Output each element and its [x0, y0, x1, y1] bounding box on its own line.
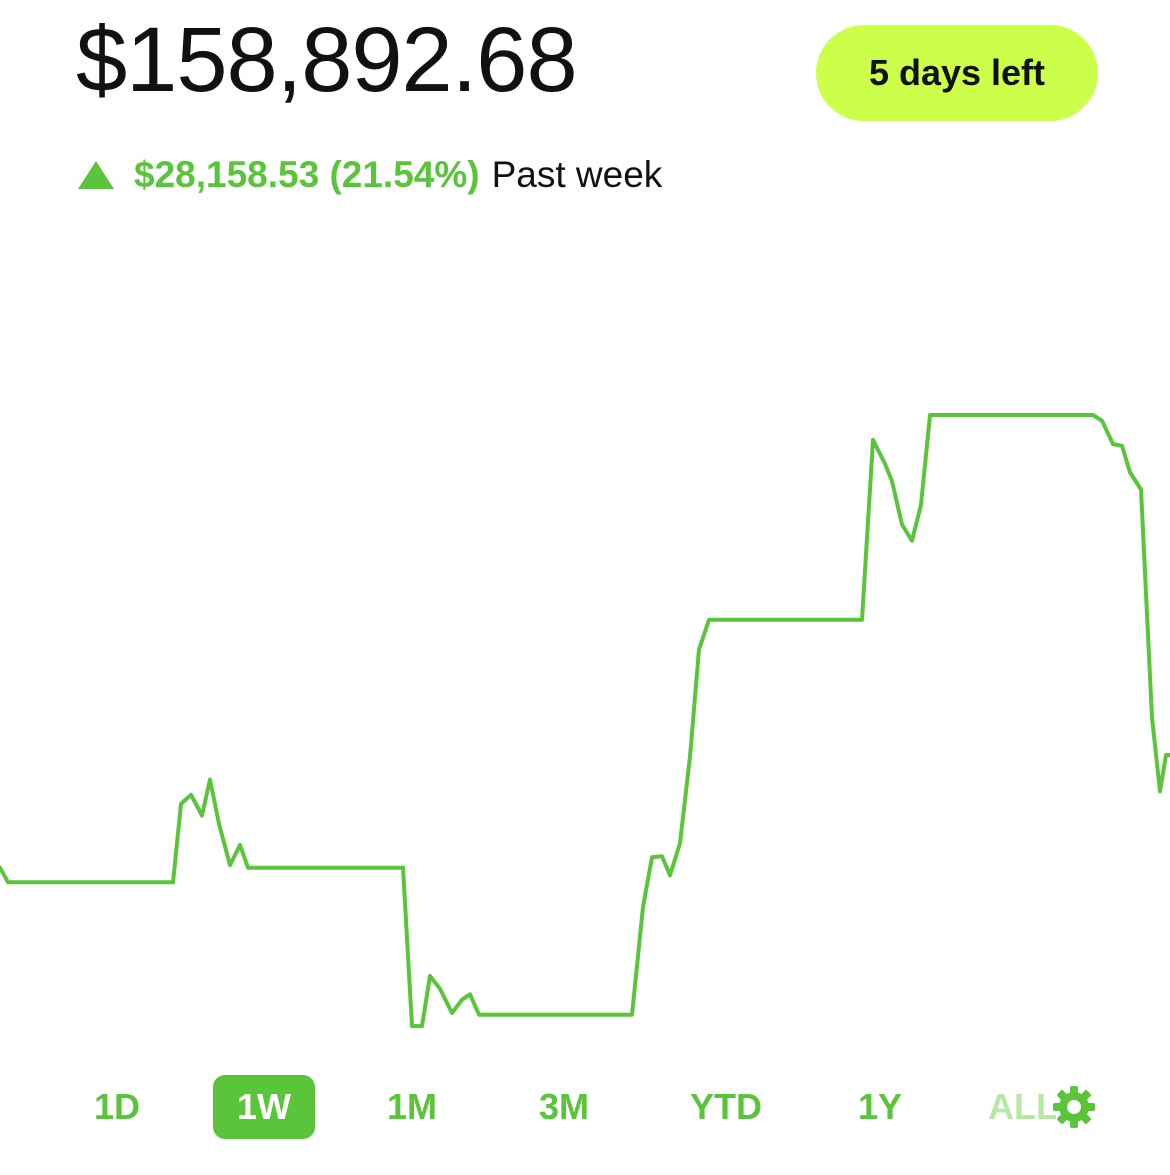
- change-period: Past week: [491, 154, 663, 195]
- deadline-pill[interactable]: 5 days left: [816, 25, 1098, 121]
- tab-1d[interactable]: 1D: [93, 1086, 141, 1127]
- triangle-up-icon: [78, 161, 114, 189]
- tab-all[interactable]: ALL: [988, 1086, 1056, 1127]
- portfolio-value: $158,892.68: [76, 9, 578, 111]
- tab-1w[interactable]: 1W: [213, 1075, 315, 1139]
- change-row: $28,158.53 (21.54%) Past week: [78, 150, 662, 200]
- range-tabs: 1D 1W 1M 3M YTD 1Y ALL: [0, 1075, 1170, 1139]
- gear-icon[interactable]: [1051, 1084, 1097, 1130]
- portfolio-series-line: [0, 413, 1170, 1028]
- tab-3m[interactable]: 3M: [538, 1086, 589, 1127]
- tab-ytd[interactable]: YTD: [690, 1086, 762, 1127]
- tab-1m[interactable]: 1M: [386, 1086, 437, 1127]
- change-amount: $28,158.53 (21.54%): [134, 154, 480, 195]
- tab-1y[interactable]: 1Y: [857, 1086, 903, 1127]
